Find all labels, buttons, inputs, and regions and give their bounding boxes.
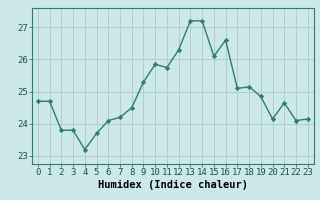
X-axis label: Humidex (Indice chaleur): Humidex (Indice chaleur) [98,180,248,190]
